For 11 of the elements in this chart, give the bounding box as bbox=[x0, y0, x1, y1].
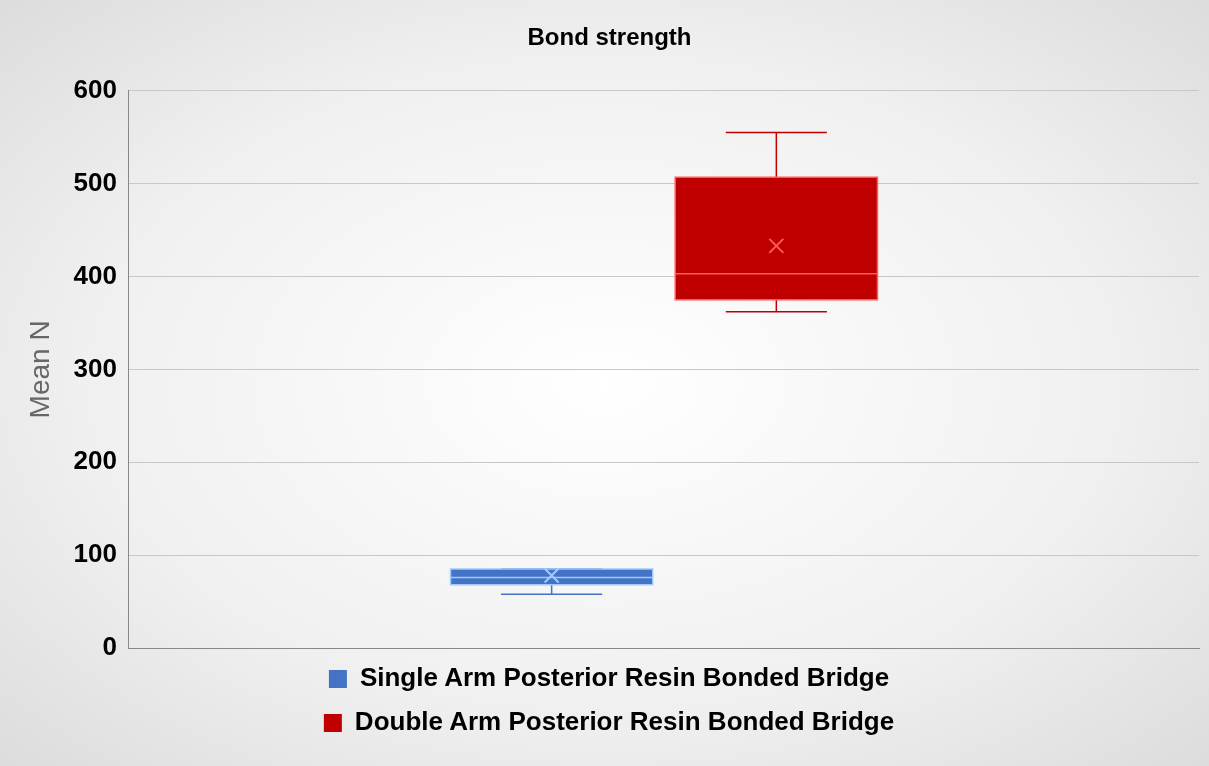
y-tick-label: 600 bbox=[73, 73, 117, 104]
y-tick-label: 400 bbox=[73, 259, 117, 290]
y-tick-label: 200 bbox=[73, 445, 117, 476]
y-tick-label: 500 bbox=[73, 166, 117, 197]
y-axis-title: Mean N bbox=[23, 320, 55, 419]
y-tick-label: 300 bbox=[73, 352, 117, 383]
legend-label: Single Arm Posterior Resin Bonded Bridge bbox=[359, 662, 890, 693]
y-tick-label: 100 bbox=[73, 538, 117, 569]
y-tick-label: 0 bbox=[102, 631, 117, 662]
chart-title: Bond strength bbox=[527, 23, 692, 51]
legend-label: Double Arm Posterior Resin Bonded Bridge bbox=[354, 706, 895, 737]
